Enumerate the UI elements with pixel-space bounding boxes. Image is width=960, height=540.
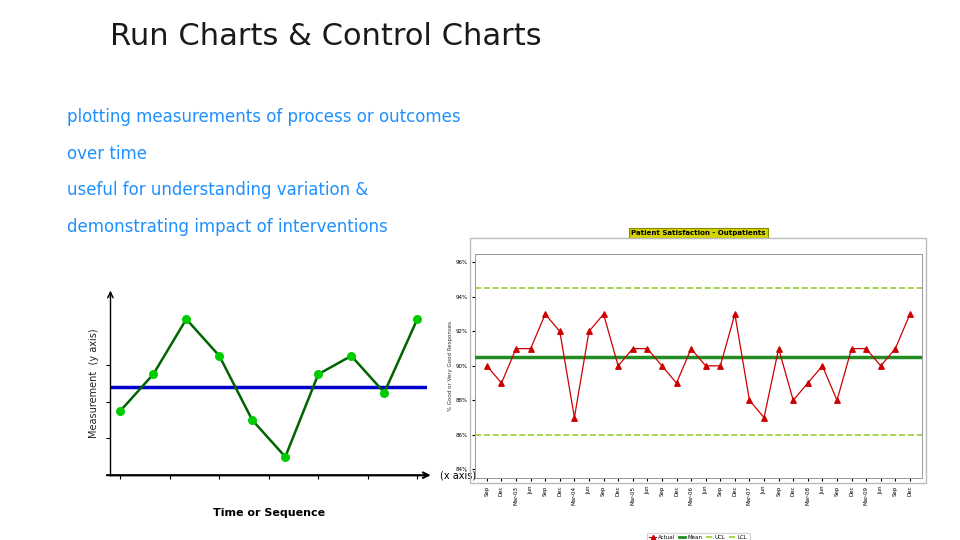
Point <box>639 345 655 353</box>
Point <box>712 361 728 370</box>
Text: useful for understanding variation &: useful for understanding variation & <box>67 181 369 199</box>
Point <box>538 310 553 319</box>
Text: plotting measurements of process or outcomes: plotting measurements of process or outc… <box>67 108 461 126</box>
Point <box>858 345 874 353</box>
Point <box>479 361 494 370</box>
Point <box>756 413 772 422</box>
Point <box>771 345 786 353</box>
Point <box>625 345 640 353</box>
Point <box>493 379 509 387</box>
Point <box>742 396 757 404</box>
Text: Time or Sequence: Time or Sequence <box>213 508 324 518</box>
Point <box>376 388 392 397</box>
Point <box>146 370 161 379</box>
Point <box>698 361 713 370</box>
Point <box>684 345 699 353</box>
Point <box>844 345 859 353</box>
Point <box>566 413 582 422</box>
Point <box>785 396 801 404</box>
Point <box>277 453 293 461</box>
Point <box>311 370 326 379</box>
Point <box>211 352 227 360</box>
Point <box>344 352 359 360</box>
Point <box>582 327 597 336</box>
Y-axis label: Measurement  (y axis): Measurement (y axis) <box>88 328 99 438</box>
Point <box>611 361 626 370</box>
Legend: Actual, Mean, UCL, LCL: Actual, Mean, UCL, LCL <box>647 533 750 540</box>
Text: Patient Satisfaction - Outpatients: Patient Satisfaction - Outpatients <box>631 230 766 236</box>
Point <box>815 361 830 370</box>
Text: demonstrating impact of interventions: demonstrating impact of interventions <box>67 218 388 236</box>
Point <box>410 315 425 323</box>
Point <box>902 310 918 319</box>
Point <box>727 310 742 319</box>
Text: Run Charts & Control Charts: Run Charts & Control Charts <box>110 22 542 51</box>
Point <box>596 310 612 319</box>
Point <box>523 345 539 353</box>
Point <box>179 315 194 323</box>
Point <box>245 416 260 424</box>
Point <box>800 379 815 387</box>
Text: (x axis): (x axis) <box>440 470 476 480</box>
Point <box>888 345 903 353</box>
Point <box>669 379 684 387</box>
Y-axis label: % Good or Very Good Responses: % Good or Very Good Responses <box>447 321 453 411</box>
Point <box>655 361 670 370</box>
Point <box>509 345 524 353</box>
Point <box>829 396 845 404</box>
Text: over time: over time <box>67 145 147 163</box>
Point <box>873 361 888 370</box>
Point <box>112 407 128 415</box>
Point <box>552 327 567 336</box>
